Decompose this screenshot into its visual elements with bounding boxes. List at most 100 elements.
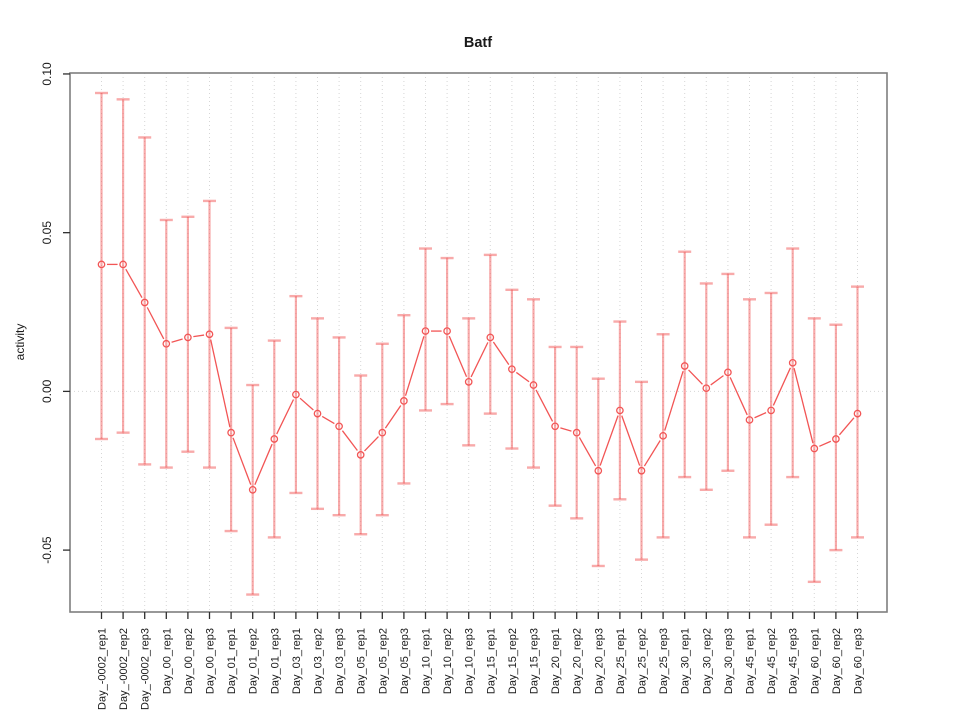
x-tick-label: Day_03_rep3: [334, 628, 346, 694]
y-tick-label: -0.05: [40, 536, 54, 564]
data-point: [270, 435, 279, 443]
series-segment: [754, 412, 767, 419]
series-segment: [515, 371, 530, 383]
data-point: [184, 333, 192, 342]
x-tick-label: Day_-0002_rep3: [140, 628, 152, 710]
x-tick-label: Day_03_rep1: [291, 628, 303, 694]
x-tick-label: Day_15_rep1: [485, 628, 497, 694]
data-point: [529, 381, 538, 389]
series-segment: [578, 437, 597, 467]
data-point: [227, 428, 235, 437]
data-point: [680, 362, 689, 370]
data-point: [443, 327, 451, 335]
data-point: [724, 368, 732, 377]
chart-title: Batf: [464, 35, 492, 51]
series-segment: [560, 427, 572, 432]
data-point: [400, 397, 408, 405]
series-segment: [688, 369, 703, 385]
x-tick-label: Day_10_rep3: [464, 628, 476, 694]
series-segment: [276, 399, 295, 435]
data-point: [119, 260, 127, 269]
x-tick-label: Day_45_rep2: [766, 628, 778, 694]
data-point: [551, 422, 559, 431]
x-tick-label: Day_10_rep2: [442, 628, 454, 694]
series-segment: [838, 417, 855, 436]
series-segment: [125, 268, 143, 299]
x-tick-label: Day_60_rep1: [809, 628, 821, 694]
series-segment: [664, 371, 684, 431]
series-segment: [621, 415, 641, 466]
data-point: [508, 365, 516, 374]
data-point: [702, 384, 711, 393]
data-point: [140, 298, 149, 307]
series-segment: [146, 307, 165, 340]
data-point: [421, 327, 430, 335]
series-segment: [599, 415, 619, 466]
x-tick-label: Day_60_rep3: [853, 628, 865, 694]
series-segment: [299, 397, 314, 411]
x-tick-label: Day_05_rep3: [399, 628, 411, 694]
data-point: [767, 406, 775, 415]
x-tick-label: Day_01_rep2: [248, 628, 260, 694]
series-segment: [772, 367, 792, 406]
series-segment: [254, 443, 273, 485]
series-layer: [95, 91, 864, 596]
data-point: [659, 431, 667, 440]
x-tick-label: Day_20_rep3: [593, 628, 605, 694]
x-tick-label: Day_25_rep1: [615, 628, 627, 694]
x-tick-label: Day_30_rep1: [680, 628, 692, 694]
series-segment: [470, 342, 489, 378]
x-tick-label: Day_01_rep3: [269, 628, 281, 694]
series-segment: [448, 335, 468, 378]
data-point: [637, 466, 646, 475]
data-point: [832, 435, 840, 443]
data-point: [572, 428, 581, 437]
x-tick-label: Day_30_rep3: [723, 628, 735, 694]
x-tick-label: Day_-0002_rep1: [97, 628, 109, 710]
data-point: [853, 409, 862, 418]
series-segment: [364, 436, 379, 452]
x-tick-label: Day_20_rep2: [572, 628, 584, 694]
data-point: [378, 428, 387, 437]
data-point: [464, 378, 473, 386]
x-tick-label: Day_01_rep1: [226, 628, 238, 694]
y-tick-label: 0.05: [40, 221, 54, 245]
x-tick-label: Day_00_rep2: [183, 628, 195, 694]
x-tick-label: Day_30_rep2: [701, 628, 713, 694]
series-segment: [729, 377, 748, 416]
data-point: [292, 390, 300, 399]
series-segment: [232, 437, 252, 485]
series-segment: [643, 440, 661, 467]
x-tick-label: Day_15_rep2: [507, 628, 519, 694]
data-point: [810, 444, 819, 453]
x-tick-label: Day_25_rep2: [637, 628, 649, 694]
x-tick-label: Day_00_rep3: [205, 628, 217, 694]
data-point: [97, 260, 106, 269]
data-point: [486, 333, 495, 342]
series-segment: [384, 405, 402, 429]
data-point: [205, 330, 214, 339]
x-tick-label: Day_00_rep1: [161, 628, 173, 694]
series-segment: [171, 338, 183, 343]
data-point: [248, 485, 257, 494]
series-segment: [710, 375, 724, 386]
series-segment: [492, 341, 510, 365]
x-tick-label: Day_03_rep2: [313, 628, 325, 694]
x-tick-label: Day_10_rep1: [421, 628, 433, 694]
data-point: [162, 339, 171, 348]
y-tick-label: 0.00: [40, 379, 54, 403]
x-tick-label: Day_-0002_rep2: [118, 628, 130, 710]
x-tick-label: Day_45_rep3: [788, 628, 800, 694]
data-point: [745, 416, 754, 424]
data-point: [335, 422, 343, 431]
series-segment: [321, 415, 335, 425]
y-axis-label: activity: [13, 324, 27, 361]
plot-border: [69, 72, 888, 613]
x-tick-label: Day_45_rep1: [745, 628, 757, 694]
data-point: [356, 451, 365, 459]
data-point: [788, 358, 797, 367]
data-point: [594, 466, 603, 475]
x-tick-label: Day_25_rep3: [658, 628, 670, 694]
axes-layer: 0.10 0.05 0.00 -0.05 Day_-0002_rep1 Day_-0002…: [40, 62, 888, 710]
